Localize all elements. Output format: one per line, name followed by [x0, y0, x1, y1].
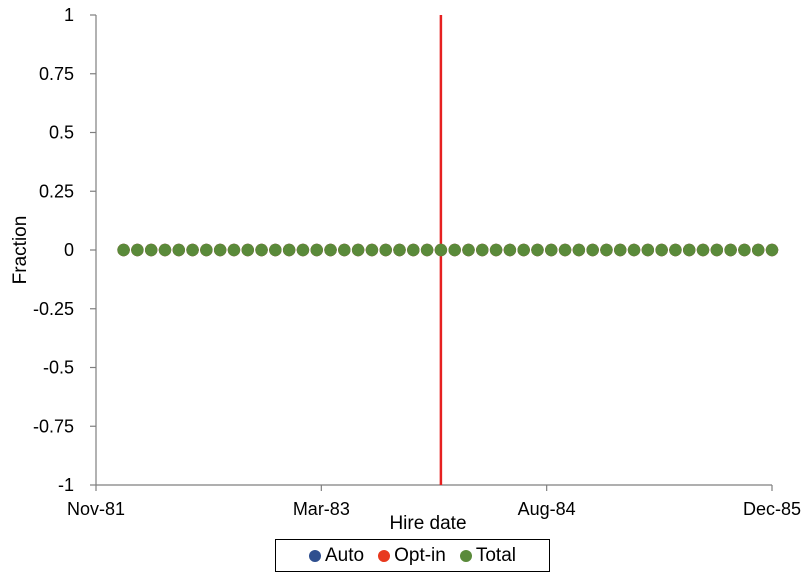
data-point: [158, 243, 172, 257]
data-point: [365, 243, 379, 257]
y-tick-label: 1: [64, 5, 74, 25]
y-tick-label: 0: [64, 240, 74, 260]
legend-label: Auto: [325, 544, 365, 566]
x-axis-title: Hire date: [389, 513, 466, 534]
x-tick-label: Aug-84: [518, 499, 576, 519]
data-point: [213, 243, 227, 257]
data-points: [117, 243, 779, 257]
data-point: [655, 243, 668, 257]
data-point: [558, 243, 572, 257]
data-point: [669, 243, 682, 257]
legend-item: Auto: [309, 545, 364, 567]
data-point: [117, 243, 130, 257]
y-axis-ticks: 1 0.75 0.5 0.25 0 -0.25 -0.5 -0.75 -1: [33, 5, 96, 495]
x-axis-ticks: Nov-81 Mar-83 Aug-84 Dec-85: [67, 485, 801, 519]
legend-marker: [309, 549, 321, 562]
data-point: [627, 243, 641, 257]
series-total: [117, 243, 779, 257]
data-point: [338, 243, 351, 257]
data-point: [462, 243, 475, 257]
data-point: [407, 243, 420, 257]
data-point: [420, 243, 434, 257]
data-point: [269, 243, 282, 257]
data-point: [586, 243, 599, 257]
x-tick-label: Dec-85: [743, 499, 801, 519]
data-point: [752, 243, 765, 257]
y-tick-label: -0.5: [43, 358, 74, 378]
data-point: [255, 243, 268, 257]
data-point: [683, 243, 696, 257]
data-point: [531, 243, 544, 257]
y-tick-label: -0.75: [33, 416, 74, 436]
y-tick-label: -1: [58, 475, 74, 495]
data-point: [600, 243, 613, 257]
data-point: [448, 243, 461, 257]
data-point: [724, 243, 737, 257]
data-point: [545, 243, 558, 257]
legend-label: Opt-in: [394, 544, 446, 566]
data-point: [517, 243, 530, 257]
data-point: [614, 243, 627, 257]
legend-label: Total: [475, 544, 516, 566]
data-point: [393, 243, 406, 257]
data-point: [351, 243, 365, 257]
data-point: [696, 243, 710, 257]
data-point: [310, 243, 323, 257]
data-point: [738, 243, 751, 257]
x-tick-label: Mar-83: [293, 499, 350, 519]
data-point: [572, 243, 586, 257]
legend-marker: [459, 549, 472, 562]
data-point: [200, 243, 213, 257]
data-point: [765, 243, 779, 257]
data-point: [710, 243, 724, 257]
legend: Auto Opt-in Total: [275, 539, 550, 572]
data-point: [476, 243, 489, 257]
data-point: [227, 243, 241, 257]
y-tick-label: -0.25: [33, 299, 74, 319]
data-point: [241, 243, 254, 257]
legend-item: Opt-in: [378, 545, 446, 567]
data-point: [282, 243, 296, 257]
legend-item: Total: [459, 544, 516, 567]
y-tick-label: 0.5: [49, 123, 74, 143]
y-tick-label: 0.75: [39, 64, 74, 84]
x-tick-label: Nov-81: [67, 499, 125, 519]
data-point: [296, 243, 310, 257]
y-axis-title: Fraction: [10, 216, 31, 285]
data-point: [172, 243, 185, 257]
data-point: [503, 243, 517, 257]
data-point: [641, 243, 655, 257]
legend-marker: [378, 549, 391, 562]
data-point: [489, 243, 503, 257]
data-point: [186, 243, 199, 257]
data-point: [324, 243, 337, 257]
data-point: [144, 243, 158, 257]
data-point: [434, 243, 448, 257]
data-point: [379, 243, 392, 257]
data-point: [131, 243, 144, 257]
y-tick-label: 0.25: [39, 181, 74, 201]
